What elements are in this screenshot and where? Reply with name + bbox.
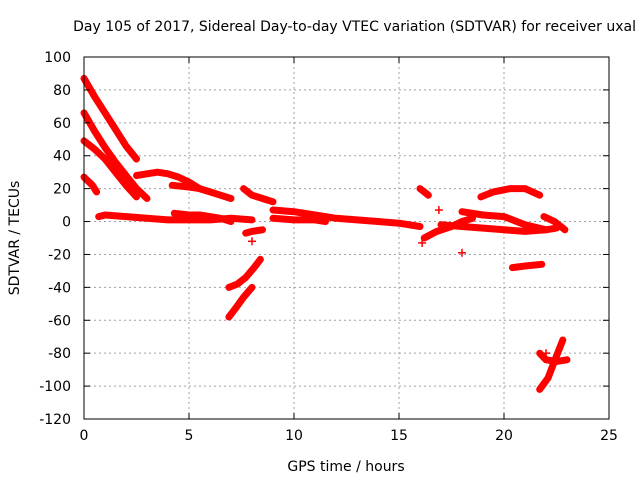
y-tick-label: 80 — [53, 83, 71, 99]
data-layer — [80, 74, 571, 393]
y-tick-label: -60 — [48, 313, 71, 329]
y-tick-label: -120 — [39, 412, 71, 428]
data-point-marker — [418, 238, 427, 247]
x-tick-label: 25 — [600, 428, 618, 444]
chart-title: Day 105 of 2017, Sidereal Day-to-day VTE… — [73, 19, 636, 35]
data-series-arc-7 — [168, 181, 235, 202]
data-point-marker — [248, 237, 256, 246]
x-tick-label: 10 — [285, 428, 303, 444]
data-series-arc-21 — [540, 213, 569, 234]
grid-layer — [84, 57, 609, 419]
y-tick-label: 0 — [62, 215, 71, 231]
y-tick-label: -20 — [48, 247, 71, 263]
data-point-marker — [542, 349, 550, 358]
data-series-arc-10 — [242, 226, 266, 237]
y-tick-label: 40 — [53, 149, 71, 165]
data-series-arc-13 — [269, 206, 424, 230]
data-series-arc-8 — [170, 209, 235, 225]
data-series-arc-12 — [225, 283, 256, 321]
data-series-arc-9 — [240, 185, 277, 206]
data-point-marker — [434, 206, 443, 215]
data-series-arc-4 — [80, 173, 101, 196]
x-tick-label: 20 — [495, 428, 513, 444]
data-series-arc-19 — [477, 185, 544, 201]
data-series-arc-1 — [80, 74, 140, 163]
y-axis-label: SDTVAR / TECUs — [7, 181, 23, 296]
x-tick-label: 5 — [185, 428, 194, 444]
data-series-arc-18 — [437, 221, 560, 235]
data-series-arc-15 — [416, 185, 432, 199]
data-series-arc-2 — [80, 109, 151, 202]
axis-layer: 0 5 10 15 20 25 100 80 60 40 20 0 -20 -40 -60 -80 -100 -1… — [39, 50, 618, 444]
x-axis-label: GPS time / hours — [287, 459, 404, 475]
data-series-arc-20 — [508, 260, 546, 272]
plot-frame — [83, 56, 610, 420]
data-series-arc-6 — [133, 168, 203, 193]
x-tick-label: 15 — [390, 428, 408, 444]
y-tick-label: 100 — [44, 50, 71, 66]
y-tick-label: -80 — [48, 346, 71, 362]
y-tick-label: 20 — [53, 182, 71, 198]
x-tick-label: 0 — [80, 428, 89, 444]
data-series-arc-23 — [536, 349, 571, 365]
data-series-arc-14 — [269, 214, 329, 225]
y-tick-label: 60 — [53, 116, 71, 132]
data-series-arc-22 — [536, 336, 567, 393]
y-tick-label: -100 — [39, 379, 71, 395]
data-series-arc-3 — [80, 137, 140, 201]
data-series-arc-11 — [225, 255, 264, 291]
data-point-marker — [458, 248, 466, 257]
data-series-arc-17 — [458, 208, 550, 234]
y-tick-label: -40 — [48, 280, 71, 296]
